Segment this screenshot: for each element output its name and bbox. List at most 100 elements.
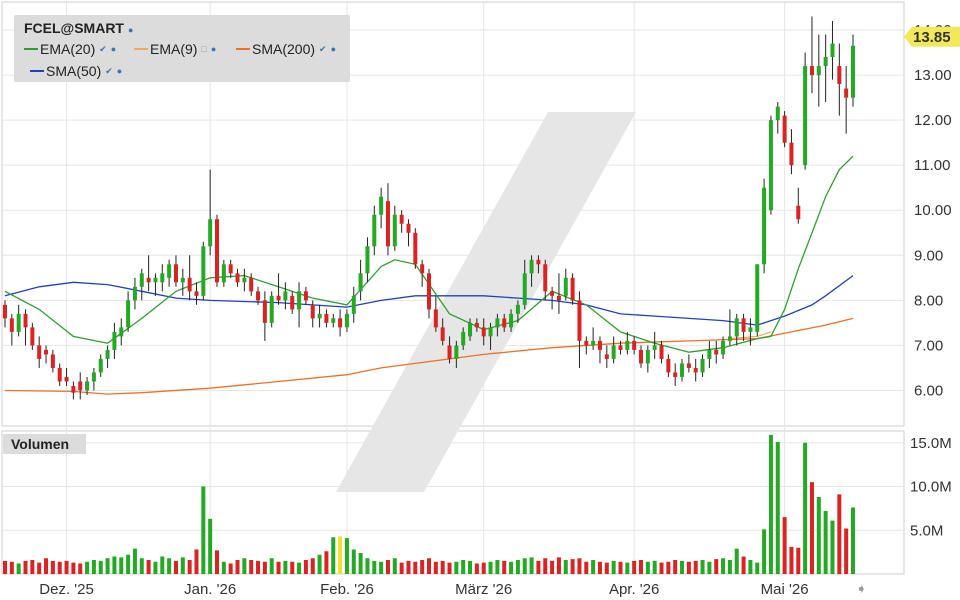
candle-body — [119, 327, 124, 337]
candle-body — [317, 313, 322, 319]
candle-body — [365, 246, 370, 274]
candle-body — [755, 264, 760, 332]
volume-bar — [454, 561, 459, 574]
volume-bar — [37, 562, 42, 574]
candle-body — [201, 246, 206, 296]
volume-tick-label: 15.0M — [910, 435, 952, 452]
volume-bar — [536, 560, 541, 574]
candle-body — [78, 381, 83, 391]
sma200-swatch — [236, 48, 250, 50]
volume-bar — [146, 560, 151, 574]
candle-body — [399, 214, 404, 224]
ema9-swatch — [134, 48, 148, 50]
volume-bar — [16, 563, 21, 574]
candle-body — [64, 376, 69, 382]
volume-bar — [269, 558, 274, 574]
candle-body — [379, 196, 384, 215]
candle-body — [3, 304, 7, 319]
check-icon[interactable]: ✔ — [105, 65, 113, 76]
y-tick-label: 9.00 — [914, 247, 943, 264]
candle-body — [481, 327, 486, 337]
volume-bar — [44, 558, 49, 574]
candle-body — [837, 66, 842, 85]
legend-item-sma50[interactable]: SMA(50) ✔ ● — [30, 63, 122, 79]
volume-bar — [789, 546, 794, 574]
candle-body — [563, 277, 568, 296]
candle-body — [809, 66, 814, 76]
candle-body — [604, 354, 609, 359]
volume-bar — [522, 558, 527, 574]
volume-bar — [153, 561, 158, 574]
volume-bar — [666, 561, 671, 574]
check-icon[interactable]: ✔ — [319, 43, 327, 54]
volume-bar — [3, 560, 7, 574]
candle-body — [324, 313, 329, 323]
last-price-marker: 13.85 — [904, 26, 960, 47]
candle-body — [385, 201, 390, 247]
candle-body — [256, 291, 261, 301]
settings-icon[interactable]: ● — [330, 44, 337, 54]
volume-bar — [112, 556, 117, 574]
candle-body — [235, 273, 240, 283]
candle-body — [180, 277, 185, 283]
x-axis-ticks: Dez. '25 Jan. '26 Feb. '26 März '26 Apr. '26… — [39, 581, 808, 598]
candle-body — [659, 345, 664, 359]
volume-bar — [468, 560, 473, 574]
volume-bar — [201, 486, 206, 574]
volume-bar — [427, 558, 431, 574]
volume-tick-label: 10.0M — [910, 479, 952, 496]
candle-body — [543, 264, 548, 292]
candle-body — [509, 313, 514, 328]
legend-item-ema9[interactable]: EMA(9) □ ● — [134, 41, 216, 57]
volume-bar — [310, 558, 315, 574]
sma50-label: SMA(50) — [46, 63, 102, 79]
volume-bar — [235, 560, 240, 574]
volume-bar — [385, 560, 390, 574]
settings-icon[interactable]: ● — [110, 44, 117, 54]
volume-bar — [85, 561, 90, 574]
volume-bar — [372, 560, 377, 574]
volume-bar — [290, 561, 295, 574]
legend-item-sma200[interactable]: SMA(200) ✔ ● — [236, 41, 336, 57]
volume-bar — [215, 550, 219, 574]
candle-body — [98, 358, 103, 373]
checkbox-icon[interactable]: □ — [201, 44, 207, 54]
settings-icon[interactable]: ● — [127, 25, 134, 35]
volume-bar — [132, 548, 137, 574]
candle-body — [194, 291, 199, 296]
volume-bar — [481, 562, 486, 574]
scroll-arrow-icon[interactable]: ➧ — [856, 582, 867, 597]
candle-body — [768, 120, 773, 211]
sma50-line — [4, 275, 854, 326]
volume-bar — [23, 560, 28, 574]
candle-body — [515, 304, 520, 314]
candle-body — [16, 313, 21, 332]
volume-bar — [837, 494, 842, 574]
candle-body — [276, 295, 281, 301]
candle-body — [262, 300, 267, 323]
candle-body — [420, 264, 425, 274]
candle-body — [427, 273, 431, 310]
candle-body — [310, 304, 315, 319]
settings-icon[interactable]: ● — [210, 44, 217, 54]
ema9-line — [729, 331, 772, 340]
candle-body — [112, 331, 117, 350]
x-tick-label: Jan. '26 — [184, 581, 236, 598]
candle-body — [727, 336, 732, 341]
volume-bar — [249, 560, 254, 574]
volume-bar — [632, 560, 637, 574]
volume-bar — [440, 560, 445, 574]
candle-body — [454, 345, 459, 359]
candle-body — [474, 322, 479, 328]
candle-body — [488, 327, 493, 337]
settings-icon[interactable]: ● — [116, 66, 123, 76]
candle-body — [132, 286, 137, 301]
check-icon[interactable]: ✔ — [99, 43, 107, 54]
candle-body — [351, 295, 356, 314]
candle-body — [816, 66, 821, 76]
legend-item-ema20[interactable]: EMA(20) ✔ ● — [24, 41, 116, 57]
candle-body — [536, 259, 541, 265]
candle-body — [618, 345, 623, 350]
x-tick-label: Feb. '26 — [320, 581, 374, 598]
